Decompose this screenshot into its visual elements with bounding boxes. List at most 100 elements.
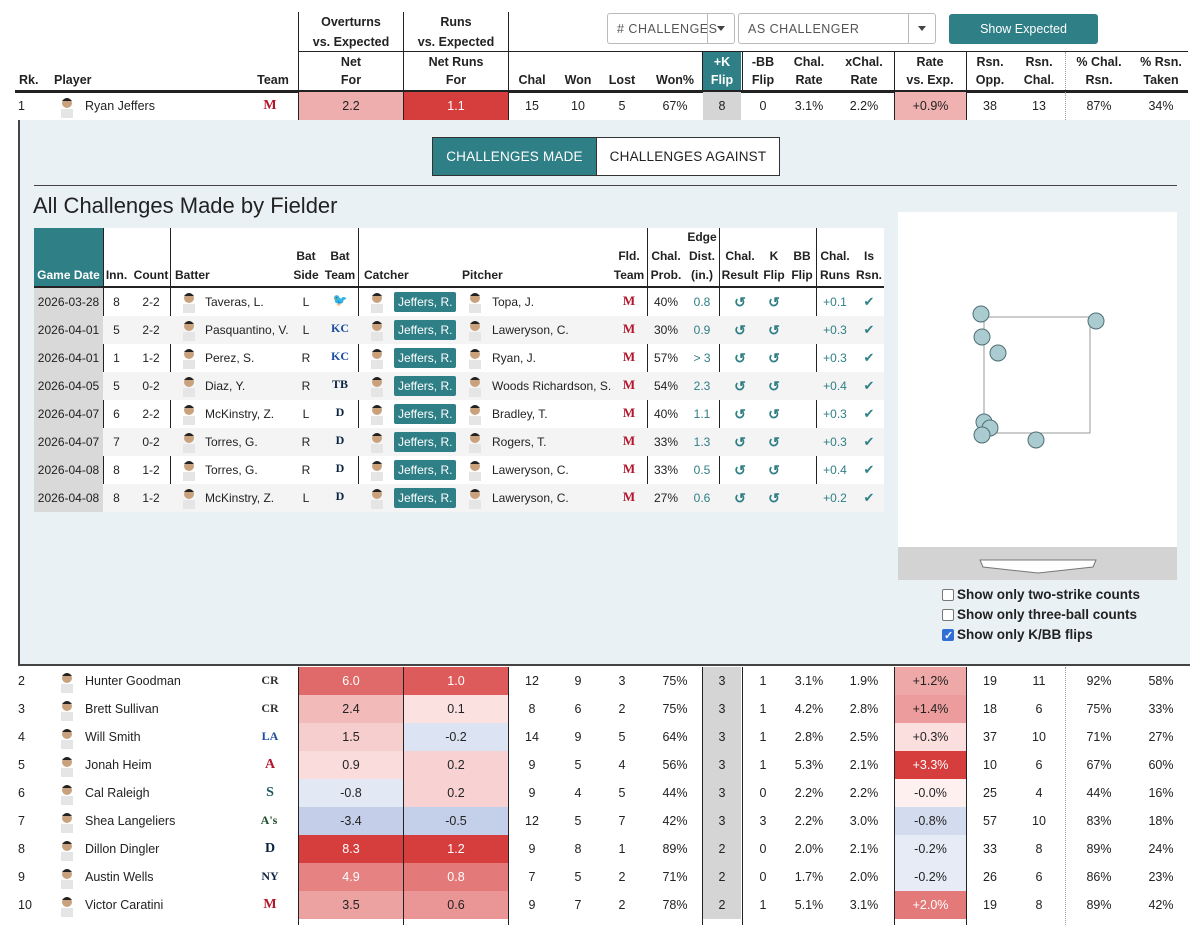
batter-name[interactable]: Diaz, Y.	[205, 379, 246, 393]
player-name[interactable]: Brett Sullivan	[85, 702, 159, 716]
sub-col-count[interactable]: Count	[133, 268, 169, 282]
won-pct: 67%	[662, 99, 688, 113]
sub-col-catcher[interactable]: Catcher	[364, 268, 409, 282]
sub-col-bat-team[interactable]: Bat Team	[324, 249, 356, 282]
challenge-row[interactable]: 2026-04-01 1 1-2 Perez, S. R KC Jeffers, R. Rya…	[34, 344, 884, 372]
col-bb-flip[interactable]: -BB Flip	[751, 55, 775, 87]
catcher-chip[interactable]: Jeffers, R.	[394, 432, 457, 452]
sub-col-edge-dist[interactable]: Edge Dist. (in.)	[687, 230, 717, 282]
challenge-row[interactable]: 2026-04-08 8 1-2 McKinstry, Z. L D Jeffers, R.…	[34, 484, 884, 512]
col-lost[interactable]: Lost	[608, 73, 636, 87]
lost: 7	[618, 814, 626, 828]
col-rsn-chal[interactable]: Rsn. Chal.	[1023, 55, 1055, 87]
batter-name[interactable]: McKinstry, Z.	[205, 407, 275, 421]
col-chal[interactable]: Chal	[518, 73, 546, 87]
col-pct-chal-rsn[interactable]: % Chal. Rsn.	[1076, 55, 1122, 87]
player-name[interactable]: Hunter Goodman	[85, 674, 181, 688]
col-pct-rsn-taken[interactable]: % Rsn. Taken	[1140, 55, 1182, 87]
pitcher-name[interactable]: Bradley, T.	[492, 407, 548, 421]
braves-logo-icon: A	[264, 757, 276, 772]
checkbox-box[interactable]	[942, 609, 954, 621]
sub-col-chal-prob[interactable]: Chal. Prob.	[650, 249, 682, 282]
col-k-flip[interactable]: +K Flip	[703, 52, 741, 90]
role-select[interactable]: AS CHALLENGER	[738, 13, 936, 44]
tab-challenges-against[interactable]: CHALLENGES AGAINST	[596, 137, 780, 176]
col-team[interactable]: Team	[257, 73, 289, 87]
pitcher-name[interactable]: Lawerysоn, C.	[492, 491, 569, 505]
sub-col-bat-side[interactable]: Bat Side	[293, 249, 319, 282]
col-player[interactable]: Player	[54, 73, 92, 87]
pitcher-name[interactable]: Lawerysоn, C.	[492, 463, 569, 477]
player-name[interactable]: Shea Langeliers	[85, 814, 176, 828]
table-row[interactable]: 3 Brett Sullivan CR 2.4 0.1 8 6 2 75% 3 1 4.2% 2.8% +…	[18, 695, 1188, 723]
col-won[interactable]: Won	[564, 73, 592, 87]
player-name[interactable]: Austin Wells	[85, 870, 154, 884]
catcher-chip[interactable]: Jeffers, R.	[394, 488, 457, 508]
col-won-pct[interactable]: Won%	[656, 73, 694, 87]
table-row[interactable]: 1 Ryan Jeffers M 2.2 1.1 15 10 5 67% 8 0…	[18, 92, 1188, 120]
checkbox-box[interactable]	[942, 627, 954, 645]
challenge-row[interactable]: 2026-04-08 8 1-2 Torres, G. R D Jeffers, R. Law…	[34, 456, 884, 484]
sub-col-batter[interactable]: Batter	[175, 268, 210, 282]
table-row[interactable]: 7 Shea Langeliers A's -3.4 -0.5 12 5 7 42% 3 3 2.2%…	[18, 807, 1188, 835]
player-name[interactable]: Will Smith	[85, 730, 141, 744]
table-row[interactable]: 2 Hunter Goodman CR 6.0 1.0 12 9 3 75% 3 1 3.1% 1.9%…	[18, 667, 1188, 695]
player-name[interactable]: Cal Raleigh	[85, 786, 150, 800]
sub-col-fld-team[interactable]: Fld. Team	[613, 249, 645, 282]
col-net-runs-for[interactable]: Net Runs For	[428, 55, 484, 87]
batter-name[interactable]: McKinstry, Z.	[205, 491, 275, 505]
col-rk[interactable]: Rk.	[19, 73, 39, 87]
batter-name[interactable]: Perez, S.	[205, 351, 255, 365]
col-xchal-rate[interactable]: xChal. Rate	[845, 55, 883, 87]
catcher-chip[interactable]: Jeffers, R.	[394, 460, 457, 480]
sub-col-is-rsn[interactable]: Is Rsn.	[855, 249, 882, 282]
catcher-chip[interactable]: Jeffers, R.	[394, 320, 457, 340]
challenge-row[interactable]: 2026-04-01 5 2-2 Pasquantino, V. L KC Jeffers,…	[34, 316, 884, 344]
pitcher-name[interactable]: Lawerysоn, C.	[492, 323, 569, 337]
sub-col-inn[interactable]: Inn.	[105, 268, 128, 282]
challenge-row[interactable]: 2026-04-07 7 0-2 Torres, G. R D Jeffers, R. Rog…	[34, 428, 884, 456]
pitcher-name[interactable]: Ryan, J.	[492, 351, 537, 365]
player-name[interactable]: Ryan Jeffers	[85, 99, 155, 113]
col-rsn-opp[interactable]: Rsn. Opp.	[975, 55, 1005, 87]
col-chal-rate[interactable]: Chal. Rate	[793, 55, 825, 87]
player-name[interactable]: Jonah Heim	[85, 758, 152, 772]
table-row[interactable]: 8 Dillon Dingler D 8.3 1.2 9 8 1 89% 2 0 2.0% 2.1% -0…	[18, 835, 1188, 863]
player-name[interactable]: Victor Caratini	[85, 898, 164, 912]
batter-name[interactable]: Torres, G.	[205, 463, 258, 477]
chevron-down-icon[interactable]	[707, 14, 734, 43]
sub-col-chal-result[interactable]: Chal. Result	[721, 249, 759, 282]
tab-challenges-made[interactable]: CHALLENGES MADE	[432, 137, 597, 176]
sub-col-chal-runs[interactable]: Chal. Runs	[820, 249, 850, 282]
show-expected-breakdown-button[interactable]: Show Expected Breakdown	[949, 14, 1098, 66]
col-net-for[interactable]: Net For	[340, 55, 362, 87]
catcher-chip[interactable]: Jeffers, R.	[394, 404, 457, 424]
player-name[interactable]: Dillon Dingler	[85, 842, 160, 856]
pitcher-name[interactable]: Topa, J.	[492, 295, 535, 309]
batter-name[interactable]: Torres, G.	[205, 435, 258, 449]
table-row[interactable]: 9 Austin Wells NY 4.9 0.8 7 5 2 71% 2 0 1.7% 2.0% -0.…	[18, 863, 1188, 891]
sub-col-date[interactable]: Game Date	[34, 228, 103, 288]
col-rate-vs-exp[interactable]: Rate vs. Exp.	[906, 55, 954, 87]
metric-select[interactable]: # CHALLENGES	[607, 13, 735, 44]
table-row[interactable]: 5 Jonah Heim A 0.9 0.2 9 5 4 56% 3 1 5.3% 2.1% +3.3% 1…	[18, 751, 1188, 779]
pitcher-name[interactable]: Rogers, T.	[492, 435, 547, 449]
batter-name[interactable]: Pasquantino, V.	[205, 323, 289, 337]
sub-col-k-flip[interactable]: K Flip	[763, 249, 785, 282]
pitcher-name[interactable]: Woods Richardson, S.	[492, 379, 612, 393]
catcher-chip[interactable]: Jeffers, R.	[394, 292, 457, 312]
table-row[interactable]: 4 Will Smith LA 1.5 -0.2 14 9 5 64% 3 1 2.8% 2.5% +0.…	[18, 723, 1188, 751]
checkbox-box[interactable]	[942, 589, 954, 601]
catcher-chip[interactable]: Jeffers, R.	[394, 348, 457, 368]
challenge-row[interactable]: 2026-04-07 6 2-2 McKinstry, Z. L D Jeffers, R.…	[34, 400, 884, 428]
challenge-row[interactable]: 2026-03-28 8 2-2 Taveras, L. L 🐦 Jeffers, R. To…	[34, 288, 884, 316]
sub-col-pitcher[interactable]: Pitcher	[462, 268, 503, 282]
table-row[interactable]: 6 Cal Raleigh S -0.8 0.2 9 4 5 44% 3 0 2.2% 2.2% -0.0…	[18, 779, 1188, 807]
chevron-down-icon[interactable]	[908, 14, 935, 43]
player-avatar	[469, 489, 481, 509]
batter-name[interactable]: Taveras, L.	[205, 295, 264, 309]
catcher-chip[interactable]: Jeffers, R.	[394, 376, 457, 396]
table-row[interactable]: 10 Victor Caratini M 3.5 0.6 9 7 2 78% 2 1 5.1% 3.1%…	[18, 891, 1188, 919]
sub-col-bb-flip[interactable]: BB Flip	[791, 249, 813, 282]
challenge-row[interactable]: 2026-04-05 5 0-2 Diaz, Y. R TB Jeffers, R. Wood…	[34, 372, 884, 400]
